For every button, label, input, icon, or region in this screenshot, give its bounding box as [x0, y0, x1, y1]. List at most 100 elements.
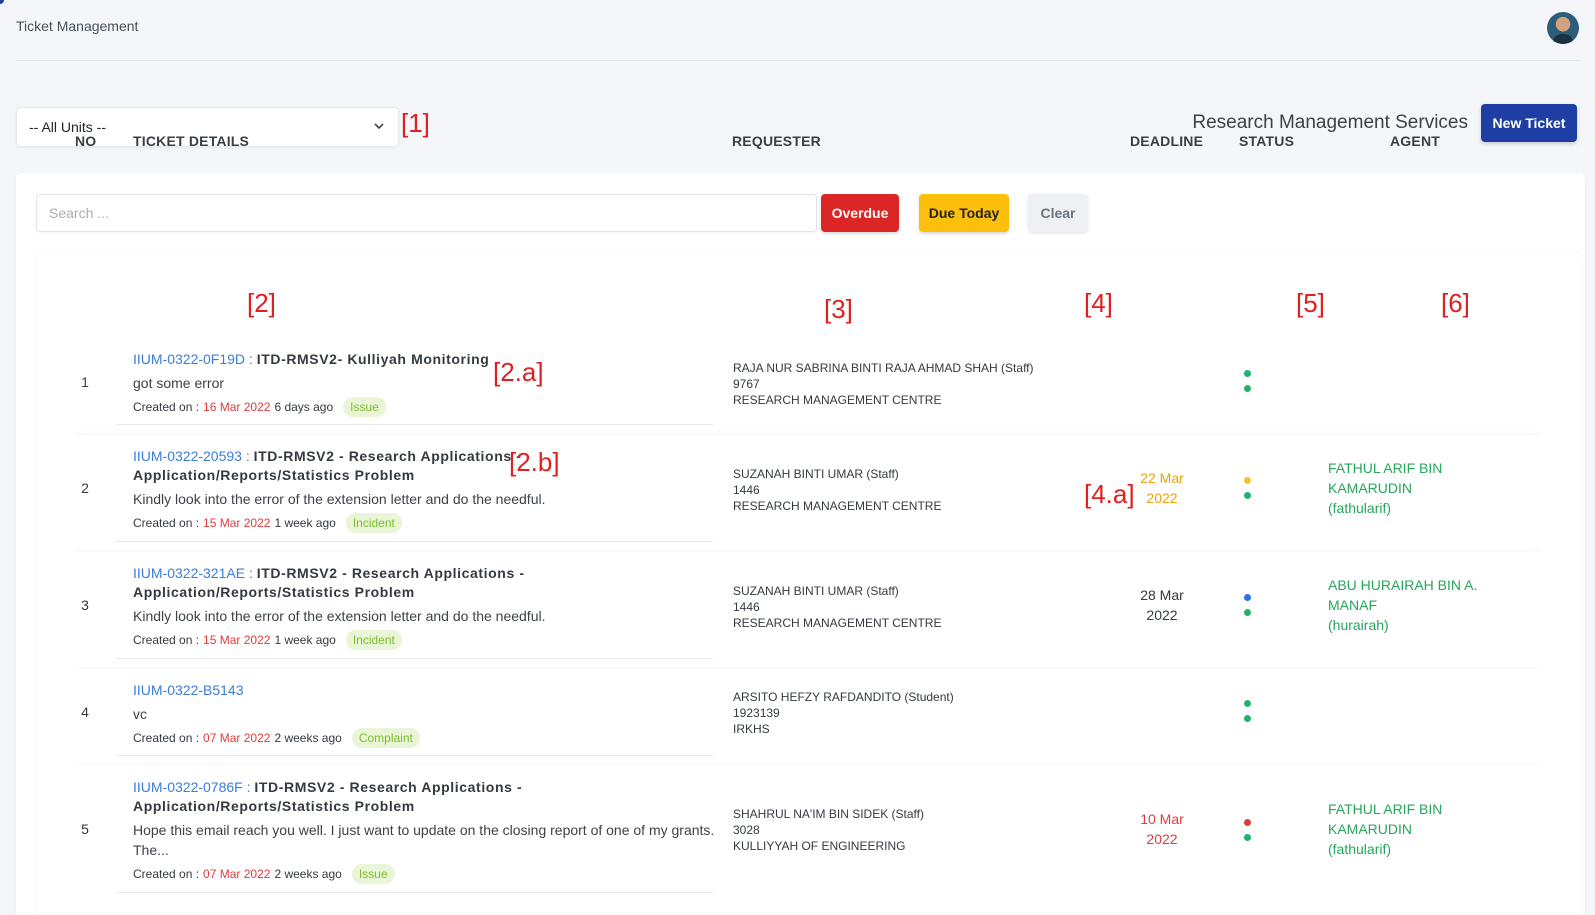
status-indicators — [1244, 370, 1254, 400]
status-dot — [1244, 477, 1251, 484]
ticket-description: got some error — [133, 375, 225, 391]
ticket-id-link[interactable]: IIUM-0322-0786F — [133, 779, 243, 795]
ticket-type-badge: Issue — [351, 864, 395, 884]
ticket-meta: Created on : 15 Mar 2022 1 week ago Inci… — [133, 513, 723, 533]
ticket-type-badge: Complaint — [351, 728, 420, 748]
ticket-id-link[interactable]: IIUM-0322-B5143 — [133, 682, 244, 698]
agent-name-2: KAMARUDIN — [1328, 480, 1413, 496]
annotation-4a: [4.a] — [1084, 479, 1135, 509]
ticket-id-separator: : — [245, 565, 257, 581]
requester: SUZANAH BINTI UMAR (Staff) 1446 RESEARCH… — [733, 583, 941, 631]
top-bar: Ticket Management — [16, 0, 1579, 61]
row-divider — [116, 892, 713, 893]
column-status: STATUS — [1239, 133, 1295, 149]
created-date: 15 Mar 2022 — [203, 516, 271, 530]
page-title: Ticket Management — [16, 18, 139, 34]
agent: FATHUL ARIF BIN KAMARUDIN (fathularif) — [1328, 799, 1508, 859]
ticket-description: Kindly look into the error of the extens… — [133, 608, 546, 624]
annotation-4: [4] — [1084, 288, 1113, 318]
ticket-description: Kindly look into the error of the extens… — [133, 491, 546, 507]
table-row[interactable]: 1 IIUM-0322-0F19D : ITD-RMSV2- Kulliyah … — [70, 340, 1545, 426]
user-avatar[interactable] — [1547, 12, 1579, 44]
ticket-details: IIUM-0322-0786F : ITD-RMSV2 - Research A… — [133, 778, 723, 884]
table-row[interactable]: 5 IIUM-0322-0786F : ITD-RMSV2 - Research… — [70, 766, 1545, 894]
table-row[interactable]: 2 IIUM-0322-20593 : ITD-RMSV2 - Research… — [70, 435, 1545, 543]
ticket-details: IIUM-0322-20593 : ITD-RMSV2 - Research A… — [133, 447, 723, 533]
requester: SHAHRUL NA'IM BIN SIDEK (Staff) 3028 KUL… — [733, 806, 924, 854]
new-ticket-button[interactable]: New Ticket — [1481, 104, 1577, 142]
status-dot — [1244, 700, 1251, 707]
requester-id: 9767 — [733, 377, 760, 391]
status-dot — [1244, 594, 1251, 601]
row-number: 3 — [81, 597, 89, 613]
created-ago: 2 weeks ago — [274, 867, 342, 881]
requester-name: SUZANAH BINTI UMAR (Staff) — [733, 467, 899, 481]
deadline-year: 2022 — [1146, 490, 1178, 506]
table-row[interactable]: 4 IIUM-0322-B5143 vc Created on : 07 Mar… — [70, 669, 1545, 757]
annotation-3: [3] — [824, 294, 853, 324]
table-row[interactable]: 3 IIUM-0322-321AE : ITD-RMSV2 - Research… — [70, 552, 1545, 660]
ticket-meta: Created on : 07 Mar 2022 2 weeks ago Com… — [133, 728, 723, 748]
deadline: 28 Mar 2022 — [1120, 585, 1204, 625]
department-name: Research Management Services — [1192, 112, 1468, 133]
created-date: 15 Mar 2022 — [203, 633, 271, 647]
status-indicators — [1244, 819, 1254, 849]
ticket-type-badge: Incident — [345, 513, 402, 533]
column-deadline: DEADLINE — [1130, 133, 1204, 149]
ticket-id-separator: : — [241, 448, 254, 464]
column-requester: REQUESTER — [732, 133, 821, 149]
unit-select[interactable]: -- All Units -- — [16, 107, 399, 147]
agent-username: (hurairah) — [1328, 617, 1389, 633]
status-dot — [1244, 819, 1251, 826]
ticket-id-separator: : — [242, 779, 255, 795]
requester-dept: RESEARCH MANAGEMENT CENTRE — [733, 393, 942, 407]
created-label: Created on : — [133, 731, 200, 745]
status-dot — [1244, 492, 1251, 499]
annotation-2b: [2.b] — [509, 447, 560, 477]
deadline-day: 28 Mar — [1140, 587, 1184, 603]
agent-name-2: KAMARUDIN — [1328, 821, 1413, 837]
deadline: 10 Mar 2022 — [1120, 809, 1204, 849]
ticket-id-link[interactable]: IIUM-0322-321AE — [133, 565, 246, 581]
deadline: 22 Mar 2022 — [1120, 468, 1204, 508]
ticket-id-link[interactable]: IIUM-0322-0F19D — [133, 351, 246, 367]
created-date: 07 Mar 2022 — [203, 731, 271, 745]
deadline-day: 10 Mar — [1140, 811, 1184, 827]
ticket-description: Hope this email reach you well. I just w… — [133, 822, 715, 858]
ticket-meta: Created on : 16 Mar 2022 6 days ago Issu… — [133, 397, 723, 417]
requester-id: 1446 — [733, 600, 760, 614]
ticket-type-badge: Incident — [345, 630, 402, 650]
requester-dept: RESEARCH MANAGEMENT CENTRE — [733, 616, 942, 630]
clear-filter-button[interactable]: Clear — [1028, 194, 1088, 232]
ticket-title: ITD-RMSV2- Kulliyah Monitoring — [256, 351, 490, 367]
ticket-title: ITD-RMSV2 - Research Applications - Appl… — [133, 448, 522, 483]
requester: ARSITO HEFZY RAFDANDITO (Student) 192313… — [733, 689, 954, 737]
agent-name-1: FATHUL ARIF BIN — [1328, 801, 1443, 817]
search-input[interactable] — [36, 194, 817, 232]
created-ago: 1 week ago — [274, 516, 336, 530]
created-label: Created on : — [133, 867, 200, 881]
overdue-filter-button[interactable]: Overdue — [821, 194, 899, 232]
agent: ABU HURAIRAH BIN A. MANAF (hurairah) — [1328, 575, 1508, 635]
ticket-title: ITD-RMSV2 - Research Applications - Appl… — [133, 565, 525, 600]
ticket-type-badge: Issue — [343, 397, 386, 417]
ticket-description: vc — [133, 706, 147, 722]
chevron-down-icon — [374, 123, 384, 130]
row-divider — [116, 755, 713, 756]
agent-username: (fathularif) — [1328, 841, 1392, 857]
agent-name-1: FATHUL ARIF BIN — [1328, 460, 1443, 476]
annotation-2: [2] — [247, 288, 276, 318]
unit-select-value: -- All Units -- — [29, 119, 106, 135]
requester-dept: KULLIYYAH OF ENGINEERING — [733, 839, 906, 853]
ticket-details: IIUM-0322-B5143 vc Created on : 07 Mar 2… — [133, 681, 723, 748]
row-divider — [116, 658, 713, 659]
ticket-id-link[interactable]: IIUM-0322-20593 — [133, 448, 242, 464]
ticket-id-separator: : — [245, 351, 257, 367]
deadline-year: 2022 — [1146, 607, 1178, 623]
requester-id: 1923139 — [733, 706, 780, 720]
row-divider — [116, 424, 713, 425]
row-number: 4 — [81, 704, 89, 720]
created-date: 07 Mar 2022 — [203, 867, 271, 881]
created-label: Created on : — [133, 516, 200, 530]
due-today-filter-button[interactable]: Due Today — [919, 194, 1009, 232]
